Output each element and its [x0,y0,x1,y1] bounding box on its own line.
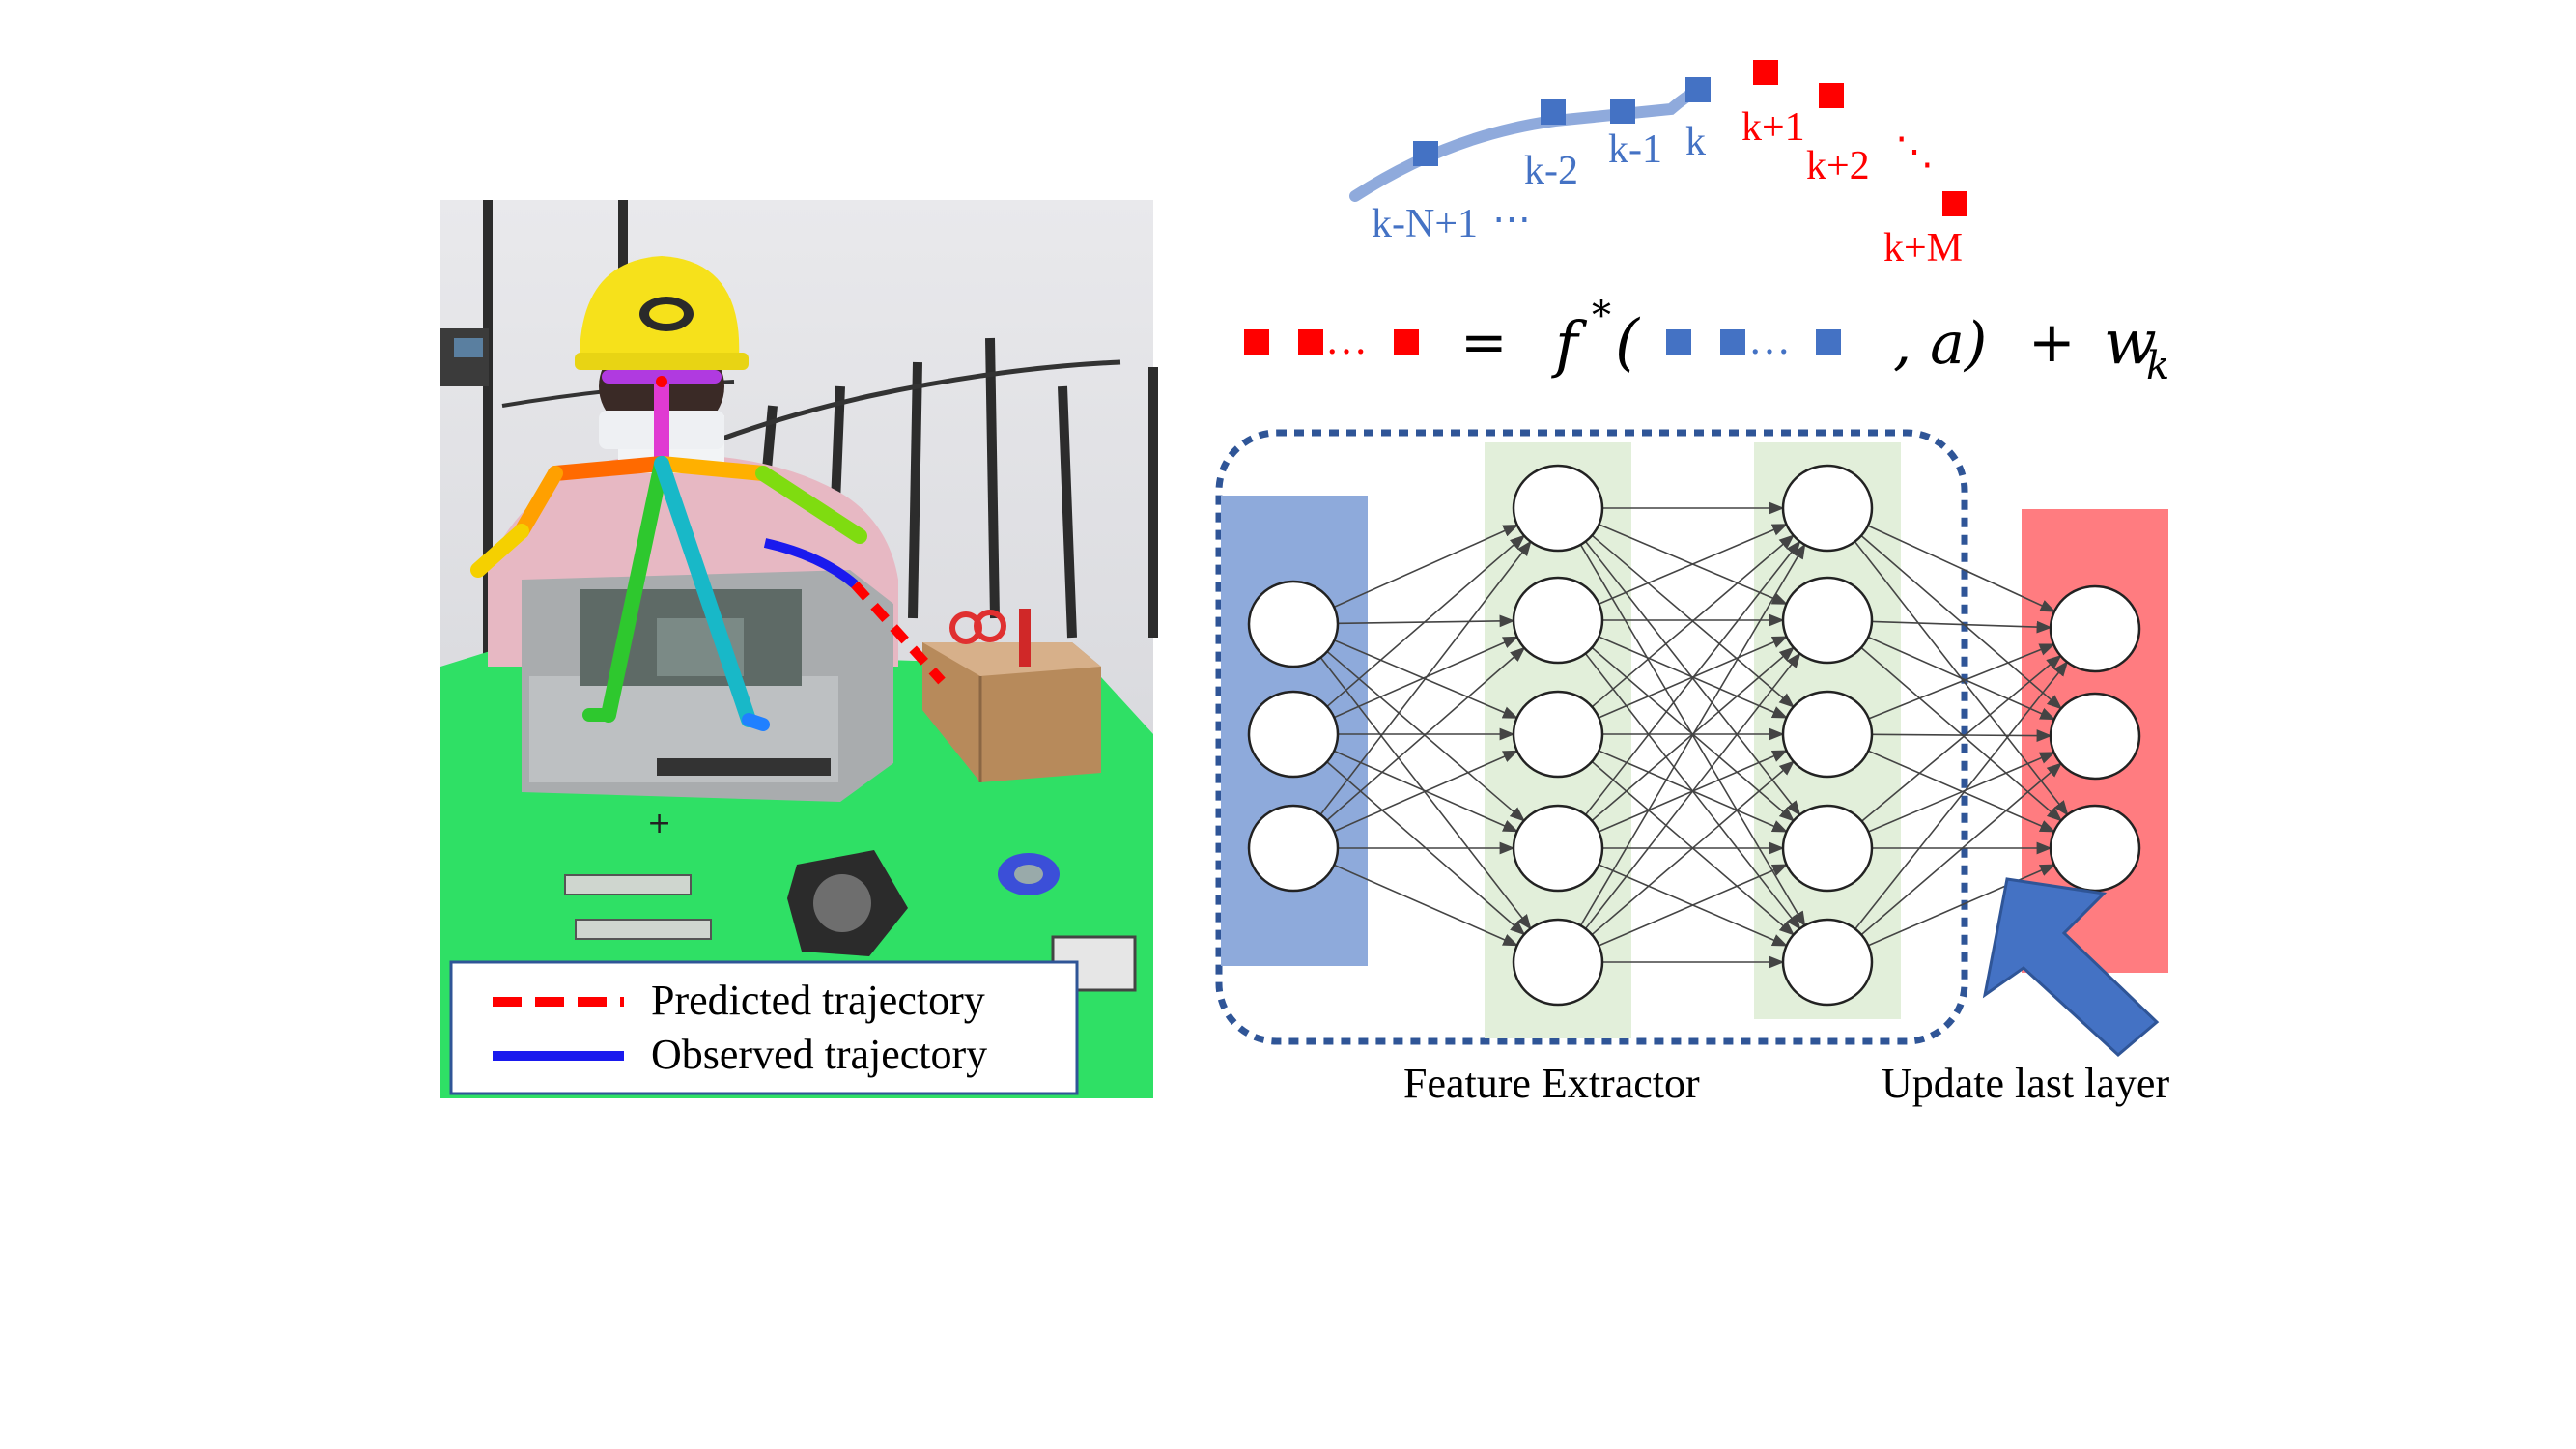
observed-point [1413,141,1438,166]
network-connections [1319,501,2069,969]
network-edge [1579,543,1806,926]
network-neurons [1247,464,2141,1007]
observed-point [1685,77,1711,102]
network-edge [1319,657,1532,930]
predicted-point [1942,191,1967,216]
neuron [1512,576,1604,665]
network-edge [1599,524,1788,605]
network-edge [1599,864,1789,947]
network-edge [1326,650,1526,822]
network-edge [1867,525,2056,612]
svg-text:+: + [647,807,671,840]
neuron [1512,464,1604,553]
neuron [1781,804,1874,893]
network-edge [1868,752,2056,833]
feature-extractor-caption: Feature Extractor [1403,1060,1700,1107]
eq-superscript: * [1592,294,1611,338]
network-edge [1871,620,2052,634]
eq-noise: w [2104,307,2157,379]
neuron [1781,576,1874,665]
neuron [1781,690,1874,779]
label-k-2: k-2 [1524,149,1578,193]
eq-function: f [1551,309,1588,381]
network-edge [1868,643,2055,720]
neuron [1512,918,1604,1007]
network-edge [1867,636,2056,721]
eq-blue-square [1816,329,1841,355]
update-arrow-icon [1982,877,2160,1058]
network-edge [1860,762,2063,936]
label-k+M: k+M [1883,226,1963,270]
eq-red-ellipsis: … [1325,316,1368,363]
network-edge [1591,534,1795,708]
network-edge [1854,661,2069,930]
network-edge [1319,540,1532,815]
legend-predicted-label: Predicted trajectory [651,977,985,1024]
eq-plus: + [2028,309,2076,375]
eq-blue-square [1666,329,1691,355]
label-k: k [1685,120,1706,164]
network-edge [1868,864,2056,947]
network-edge [1584,540,1801,816]
neuron [2049,584,2141,673]
predicted-point [1819,83,1844,108]
neuron [1247,580,1340,668]
label-k+1: k+1 [1741,105,1805,150]
predicted-point [1753,60,1778,85]
neuron [1247,690,1340,779]
observed-point [1610,99,1635,124]
eq-equals: = [1460,309,1508,375]
eq-open-paren: ( [1615,307,1641,379]
neuron [1247,804,1340,893]
network-edge [1333,864,1519,947]
eq-action: , a) [1893,310,1987,378]
neuron [2049,804,2141,893]
network-edge [1326,534,1526,708]
neuron [1781,464,1874,553]
network-edge [1860,534,2063,710]
label-k-1: k-1 [1608,128,1662,172]
eq-red-square [1394,329,1419,355]
eq-red-square [1298,329,1323,355]
eq-blue-ellipsis: … [1748,316,1791,363]
observed-point [1541,99,1566,125]
label-observed-ellipsis: ⋯ [1492,197,1531,241]
label-k+2: k+2 [1806,144,1870,188]
equation: … = f * ( … , a) + w k [1244,294,2169,388]
feature-extractor-border [1215,429,1968,1045]
legend: Predicted trajectory Observed trajectory [449,960,1079,1095]
neuron [1512,804,1604,893]
label-predicted-ellipsis: ⋱ [1895,129,1934,173]
neuron [1512,690,1604,779]
trajectory-sketch: k-N+1 ⋯ k-2 k-1 k k+1 k+2 ⋱ k+M [1349,60,1967,270]
eq-red-square [1244,329,1269,355]
network-edge [1871,729,2052,742]
update-last-layer-caption: Update last layer [1882,1060,2169,1107]
neuron [2049,692,2141,781]
network-edge [1868,750,2056,833]
neuron [1781,918,1874,1007]
network-edge [1861,654,2062,822]
eq-blue-square [1720,329,1745,355]
network-edge [1333,750,1519,833]
network-edge [1326,646,1526,821]
eq-noise-subscript: k [2146,344,2169,388]
network-edge [1591,760,1796,936]
label-k-N+1: k-N+1 [1372,202,1478,246]
network-edge [1584,652,1801,929]
legend-observed-label: Observed trajectory [651,1031,987,1078]
network-edge [1333,524,1519,609]
